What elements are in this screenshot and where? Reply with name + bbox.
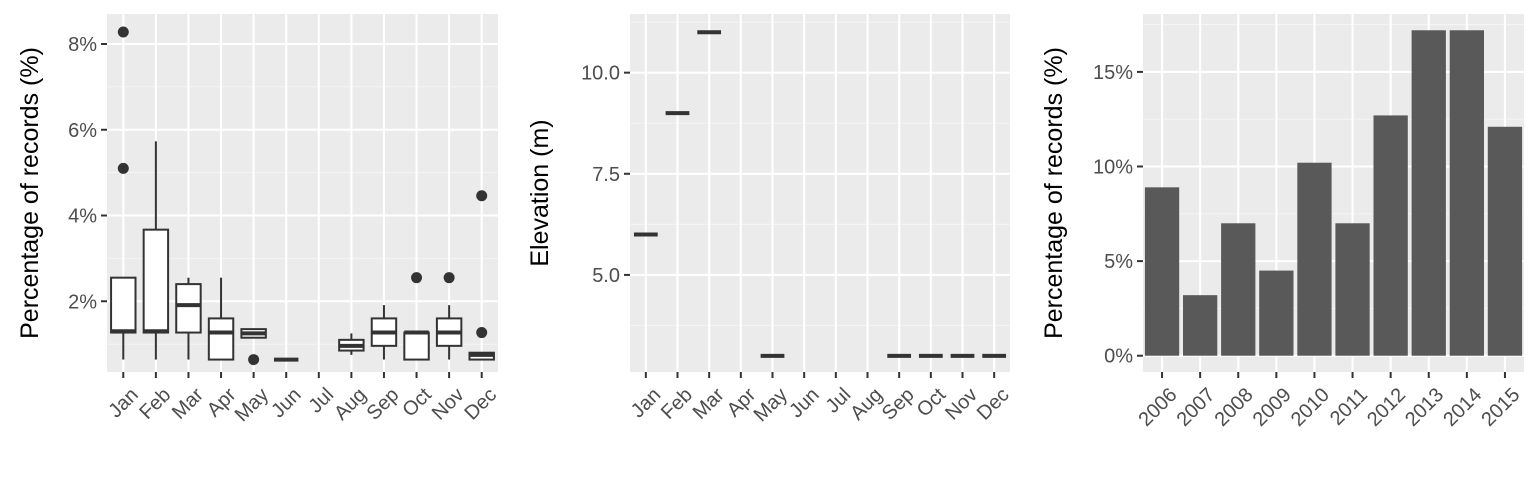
x-tick-label: 2007 — [1173, 384, 1220, 431]
x-tick-label: Aug — [330, 384, 371, 425]
x-tick-label: Aug — [846, 384, 887, 425]
y-tick-label: 0% — [1104, 346, 1133, 368]
x-tick-label: Sep — [363, 384, 404, 425]
outlier-point — [476, 190, 488, 202]
box-body — [142, 228, 170, 334]
x-tick-label: Mar — [689, 384, 729, 424]
y-tick-label: 8% — [68, 34, 97, 56]
y-tick-label: 10.0 — [581, 63, 620, 85]
y-tick-label: 10% — [1093, 157, 1133, 179]
box-body — [403, 331, 430, 361]
box-body — [207, 317, 235, 361]
box-Jan — [110, 26, 137, 360]
x-tick-label: Nov — [428, 384, 469, 425]
box-body — [175, 283, 202, 334]
outlier-point — [117, 26, 129, 38]
box-Dec — [468, 190, 495, 361]
panel-background — [107, 14, 498, 372]
x-tick-label: Oct — [913, 384, 951, 422]
y-axis-title: Elevation (m) — [526, 119, 554, 266]
bar-2014 — [1449, 30, 1484, 356]
panel-2: 5.07.510.0JanFebMarAprMayJunJulAugSepOct… — [526, 14, 1014, 426]
y-axis-title: Percentage of records (%) — [16, 47, 44, 339]
x-tick-label: Feb — [135, 384, 175, 424]
outlier-point — [117, 162, 129, 174]
x-tick-label: Sep — [878, 384, 919, 425]
x-tick-label: 2015 — [1477, 384, 1524, 431]
box-Oct — [403, 272, 430, 361]
outlier-point — [476, 327, 488, 339]
x-tick-label: 2008 — [1211, 384, 1258, 431]
bar-2007 — [1183, 295, 1218, 356]
y-tick-label: 6% — [68, 120, 97, 142]
x-tick-label: 2011 — [1326, 384, 1372, 430]
bar-2006 — [1144, 187, 1180, 356]
x-tick-label: Dec — [460, 384, 501, 425]
bar-2009 — [1259, 270, 1294, 356]
box-body — [110, 276, 137, 334]
bar-2008 — [1221, 223, 1256, 356]
box-Apr — [207, 277, 235, 361]
y-tick-label: 5.0 — [592, 265, 620, 287]
box-Aug — [338, 333, 365, 355]
x-tick-label: Jun — [267, 384, 305, 422]
bar-2010 — [1297, 162, 1332, 356]
bar-2015 — [1487, 126, 1523, 356]
outlier-point — [248, 354, 260, 366]
y-tick-label: 2% — [68, 291, 97, 313]
y-axis-title: Percentage of records (%) — [1040, 47, 1068, 339]
box-Nov — [435, 272, 463, 360]
bar-2012 — [1373, 115, 1408, 356]
box-Sep — [370, 305, 398, 360]
y-tick-label: 7.5 — [592, 164, 620, 186]
outlier-point — [443, 272, 455, 284]
bar-2013 — [1411, 30, 1446, 356]
panel-1: 2%4%6%8%JanFebMarAprMayJunJulAugSepOctNo… — [16, 14, 501, 426]
x-tick-label: 2013 — [1401, 384, 1448, 431]
x-tick-label: May — [231, 384, 273, 426]
y-tick-label: 5% — [1104, 251, 1133, 273]
x-tick-label: Feb — [657, 384, 697, 424]
y-tick-label: 15% — [1093, 62, 1133, 84]
box-May — [240, 328, 267, 366]
x-tick-label: 2014 — [1439, 384, 1486, 431]
box-Mar — [175, 277, 202, 360]
x-tick-label: Oct — [398, 384, 436, 422]
x-tick-label: 2006 — [1134, 384, 1181, 431]
y-tick-label: 4% — [68, 206, 97, 228]
x-tick-label: Jun — [785, 384, 823, 422]
x-tick-label: Jan — [104, 384, 142, 422]
x-tick-label: Nov — [941, 384, 982, 425]
panel-background — [630, 14, 1010, 372]
x-tick-label: 2012 — [1363, 384, 1410, 431]
x-tick-label: Dec — [973, 384, 1014, 425]
x-tick-label: 2009 — [1249, 384, 1296, 431]
x-tick-label: Jan — [627, 384, 665, 422]
x-tick-label: 2010 — [1287, 384, 1334, 431]
bar-2011 — [1335, 223, 1370, 356]
x-tick-label: Mar — [168, 384, 208, 424]
box-Feb — [142, 141, 170, 360]
panel-3: 0%5%10%15%200620072008200920102011201220… — [1040, 14, 1524, 431]
outlier-point — [411, 272, 423, 284]
